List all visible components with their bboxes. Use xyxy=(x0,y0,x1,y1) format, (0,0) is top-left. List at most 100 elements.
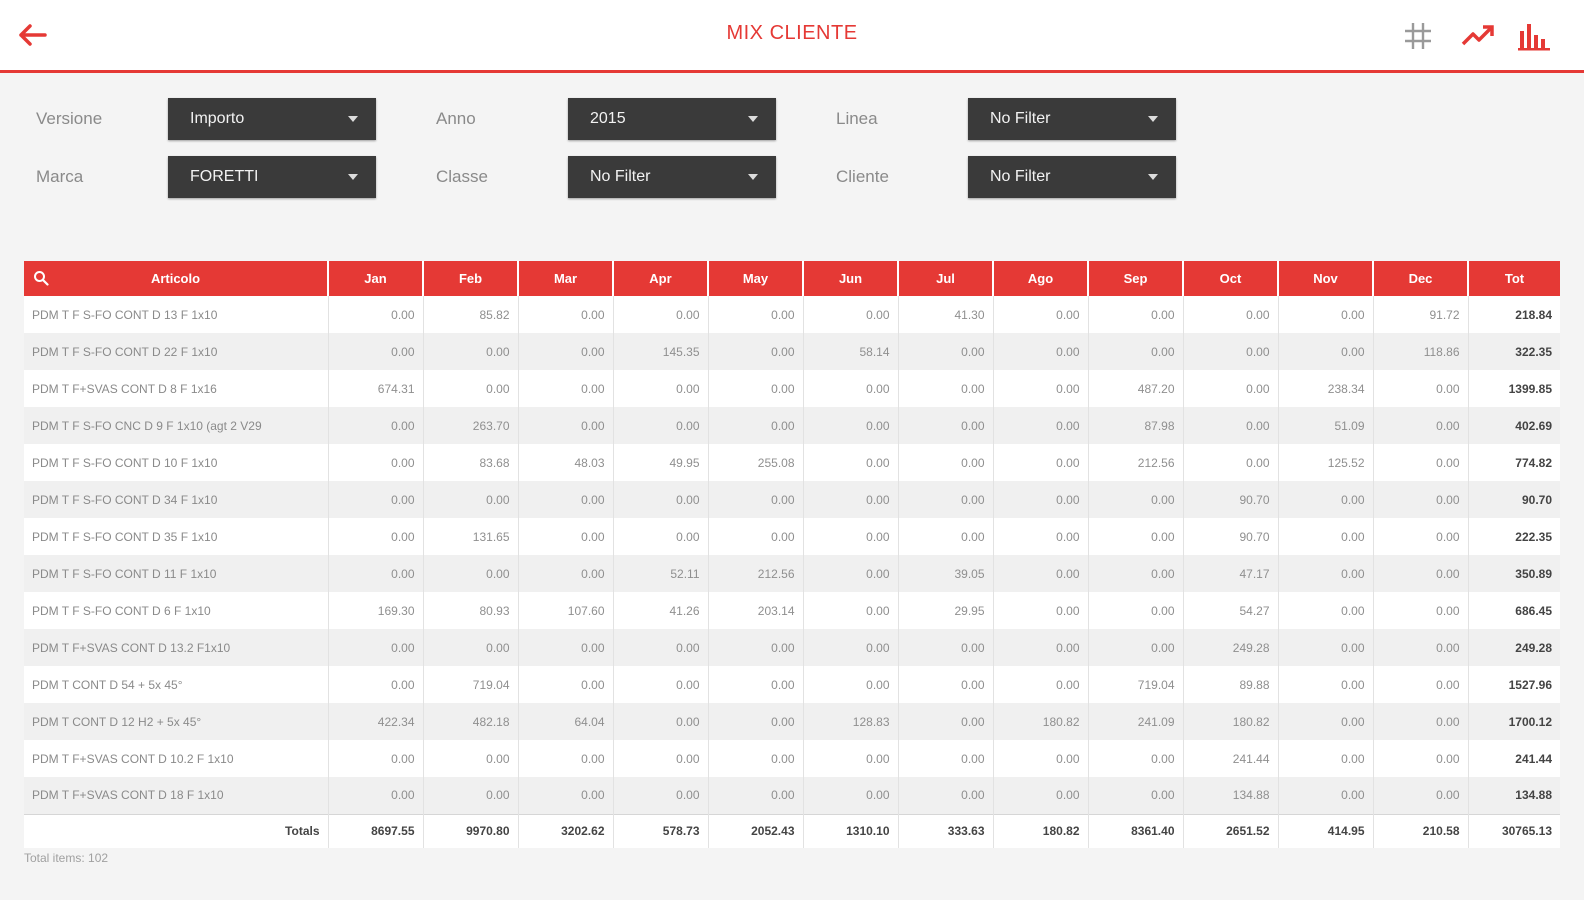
month-value-cell: 0.00 xyxy=(803,777,899,814)
versione-select[interactable]: Importo xyxy=(168,98,376,140)
anno-value: 2015 xyxy=(590,110,626,127)
month-value-cell: 0.00 xyxy=(1088,592,1184,629)
table-row[interactable]: PDM T F S-FO CONT D 6 F 1x10 169.30 80.93 1… xyxy=(24,592,1560,629)
trend-view-button[interactable] xyxy=(1460,18,1496,54)
column-header-apr[interactable]: Apr xyxy=(613,261,709,296)
month-value-cell: 0.00 xyxy=(423,777,519,814)
row-total-cell: 402.69 xyxy=(1515,418,1552,433)
classe-label: Classe xyxy=(436,167,488,186)
classe-select[interactable]: No Filter xyxy=(568,156,776,198)
month-value-cell: 0.00 xyxy=(1373,703,1469,740)
bar-chart-view-button[interactable] xyxy=(1516,18,1552,54)
column-header-feb[interactable]: Feb xyxy=(423,261,519,296)
row-total-cell: 90.70 xyxy=(1521,492,1552,507)
table-row[interactable]: PDM T F S-FO CONT D 35 F 1x10 0.00 131.65 0… xyxy=(24,518,1560,555)
table-row[interactable]: PDM T CONT D 12 H2 + 5x 45° 422.34 482.18 6… xyxy=(24,703,1560,740)
table-row[interactable]: PDM T F S-FO CNC D 9 F 1x10 (agt 2 V29 0.… xyxy=(24,407,1560,444)
column-header-oct[interactable]: Oct xyxy=(1183,261,1279,296)
month-value-cell: 0.00 xyxy=(898,777,994,814)
month-value-cell: 0.00 xyxy=(898,518,994,555)
column-header-jan[interactable]: Jan xyxy=(328,261,424,296)
grid-icon xyxy=(1405,23,1431,49)
column-header-tot[interactable]: Tot xyxy=(1468,261,1560,296)
month-value-cell: 0.00 xyxy=(708,296,804,333)
month-value-cell: 212.56 xyxy=(708,555,804,592)
back-button[interactable] xyxy=(14,18,50,52)
column-header-articolo[interactable]: Articolo xyxy=(24,261,329,296)
month-value-cell: 0.00 xyxy=(1373,481,1469,518)
month-value-cell: 0.00 xyxy=(518,666,614,703)
table-row[interactable]: PDM T F S-FO CONT D 11 F 1x10 0.00 0.00 0.0… xyxy=(24,555,1560,592)
month-value-cell: 64.04 xyxy=(518,703,614,740)
trend-icon xyxy=(1461,25,1494,46)
month-value-cell: 180.82 xyxy=(1183,703,1279,740)
table-row[interactable]: PDM T F+SVAS CONT D 10.2 F 1x10 0.00 0.00 0… xyxy=(24,740,1560,777)
month-value-cell: 0.00 xyxy=(898,444,994,481)
month-value-cell: 0.00 xyxy=(1373,370,1469,407)
month-value-cell: 0.00 xyxy=(898,333,994,370)
column-header-label: Nov xyxy=(1313,271,1338,286)
column-total-cell: 578.73 xyxy=(613,813,709,848)
table-row[interactable]: PDM T F S-FO CONT D 22 F 1x10 0.00 0.00 0.0… xyxy=(24,333,1560,370)
column-header-dec[interactable]: Dec xyxy=(1373,261,1469,296)
classe-value: No Filter xyxy=(590,168,651,185)
column-header-label: Mar xyxy=(553,271,578,286)
table-row[interactable]: PDM T F S-FO CONT D 34 F 1x10 0.00 0.00 0.0… xyxy=(24,481,1560,518)
month-value-cell: 90.70 xyxy=(1183,518,1279,555)
month-value-cell: 0.00 xyxy=(1088,333,1184,370)
column-header-mar[interactable]: Mar xyxy=(518,261,614,296)
row-total-cell: 1527.96 xyxy=(1508,677,1552,692)
month-value-cell: 0.00 xyxy=(518,370,614,407)
row-total-cell: 774.82 xyxy=(1515,455,1552,470)
column-header-nov[interactable]: Nov xyxy=(1278,261,1374,296)
column-header-label: Dec xyxy=(1408,271,1433,286)
column-header-ago[interactable]: Ago xyxy=(993,261,1089,296)
search-icon[interactable] xyxy=(33,270,49,286)
grid-view-button[interactable] xyxy=(1400,18,1436,54)
table-row[interactable]: PDM T F S-FO CONT D 10 F 1x10 0.00 83.68 48… xyxy=(24,444,1560,481)
month-value-cell: 0.00 xyxy=(423,333,519,370)
table-row[interactable]: PDM T CONT D 54 + 5x 45° 0.00 719.04 0.00 0.… xyxy=(24,666,1560,703)
column-header-jul[interactable]: Jul xyxy=(898,261,994,296)
month-value-cell: 0.00 xyxy=(1278,740,1374,777)
chevron-down-icon xyxy=(1148,116,1158,122)
month-value-cell: 263.70 xyxy=(423,407,519,444)
month-value-cell: 0.00 xyxy=(1088,629,1184,666)
column-total-cell: 414.95 xyxy=(1278,813,1374,848)
article-name-cell: PDM T CONT D 12 H2 + 5x 45° xyxy=(24,703,329,740)
row-total-cell: 249.28 xyxy=(1515,640,1552,655)
anno-select[interactable]: 2015 xyxy=(568,98,776,140)
row-total-cell: 241.44 xyxy=(1515,751,1552,766)
marca-value: FORETTI xyxy=(190,168,259,185)
table-row[interactable]: PDM T F+SVAS CONT D 13.2 F1x10 0.00 0.00 0.… xyxy=(24,629,1560,666)
month-value-cell: 0.00 xyxy=(993,333,1089,370)
marca-select[interactable]: FORETTI xyxy=(168,156,376,198)
table-row[interactable]: PDM T F+SVAS CONT D 18 F 1x10 0.00 0.00 0.0… xyxy=(24,777,1560,814)
month-value-cell: 0.00 xyxy=(803,481,899,518)
column-total-cell: 8361.40 xyxy=(1088,813,1184,848)
table-row[interactable]: PDM T F+SVAS CONT D 8 F 1x16 674.31 0.00 0.… xyxy=(24,370,1560,407)
month-value-cell: 0.00 xyxy=(803,296,899,333)
month-value-cell: 0.00 xyxy=(613,777,709,814)
month-value-cell: 80.93 xyxy=(423,592,519,629)
totals-label: Totals xyxy=(24,813,329,848)
month-value-cell: 203.14 xyxy=(708,592,804,629)
month-value-cell: 249.28 xyxy=(1183,629,1279,666)
linea-select[interactable]: No Filter xyxy=(968,98,1176,140)
column-header-label: Jan xyxy=(364,271,387,286)
month-value-cell: 87.98 xyxy=(1088,407,1184,444)
column-header-may[interactable]: May xyxy=(708,261,804,296)
month-value-cell: 0.00 xyxy=(1373,666,1469,703)
month-value-cell: 52.11 xyxy=(613,555,709,592)
month-value-cell: 0.00 xyxy=(1278,592,1374,629)
month-value-cell: 0.00 xyxy=(708,740,804,777)
month-value-cell: 0.00 xyxy=(328,481,424,518)
chevron-down-icon xyxy=(348,116,358,122)
cliente-select[interactable]: No Filter xyxy=(968,156,1176,198)
month-value-cell: 241.44 xyxy=(1183,740,1279,777)
column-header-sep[interactable]: Sep xyxy=(1088,261,1184,296)
column-header-jun[interactable]: Jun xyxy=(803,261,899,296)
table-row[interactable]: PDM T F S-FO CONT D 13 F 1x10 0.00 85.82 0.… xyxy=(24,296,1560,333)
month-value-cell: 0.00 xyxy=(1373,777,1469,814)
month-value-cell: 0.00 xyxy=(993,370,1089,407)
